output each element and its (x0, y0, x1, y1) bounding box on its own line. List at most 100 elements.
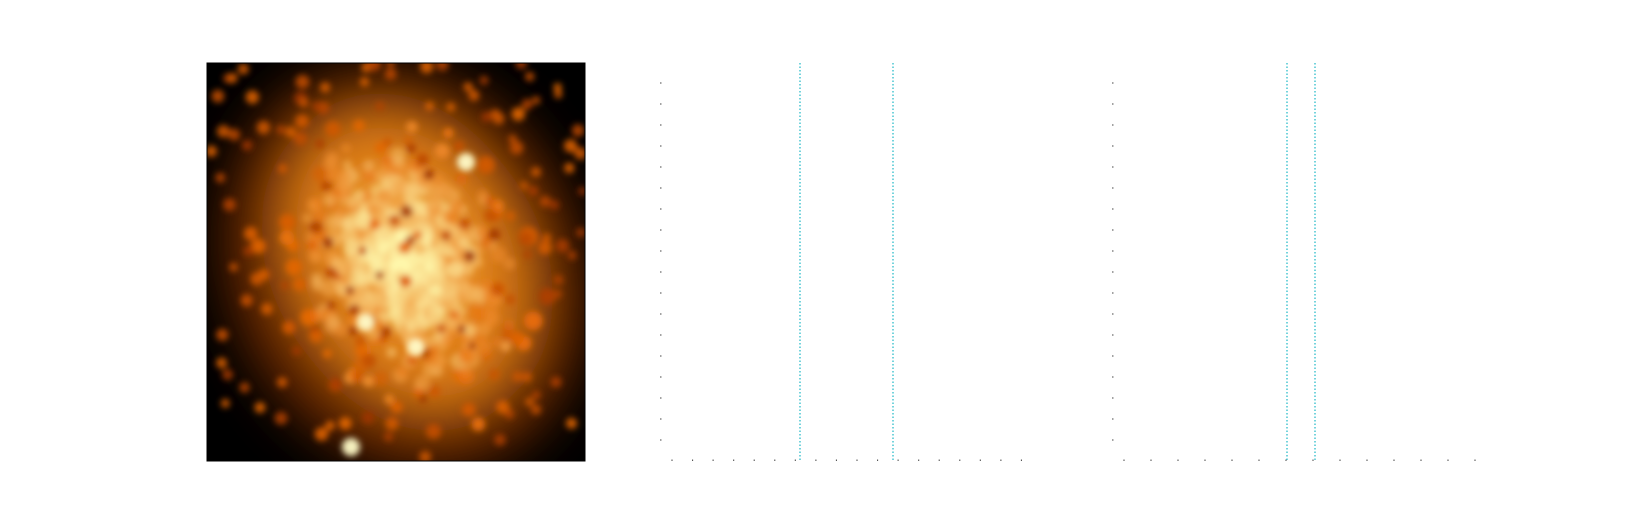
heatmap-speckle (359, 77, 370, 87)
heatmap-speckle (455, 171, 468, 184)
heatmap-speckle (342, 160, 353, 170)
heatmap-speckle (244, 226, 258, 241)
heatmap-speckle (386, 346, 398, 358)
heatmap-speckle (406, 143, 417, 154)
heatmap-speckle (415, 153, 430, 167)
heatmap-speckle (419, 251, 434, 267)
heatmap-speckle (578, 187, 585, 196)
heatmap-speckle (375, 226, 391, 242)
heatmap-speckle (295, 74, 310, 89)
heatmap-speckle (443, 127, 454, 139)
heatmap-speckle (251, 238, 266, 254)
heatmap-speckle (306, 240, 317, 250)
heatmap-speckle (539, 196, 551, 207)
heatmap-speckle (396, 366, 408, 378)
heatmap-speckle (428, 385, 441, 398)
heatmap-speckle (207, 145, 218, 158)
heatmap-speckle (312, 209, 327, 223)
heatmap-speckle (384, 394, 395, 405)
heatmap-speckle (216, 357, 228, 369)
heatmap-speckle (348, 325, 358, 336)
heatmap-speckle (523, 311, 543, 331)
heatmap-speckle (292, 277, 307, 292)
heatmap-speckle (343, 239, 359, 256)
heatmap-speckle (386, 63, 395, 68)
heatmap-speckle (311, 101, 321, 111)
heatmap-speckle (414, 374, 431, 391)
heatmap-speckle (326, 190, 336, 200)
heatmap-speckle (349, 260, 363, 274)
heatmap-speckle (299, 98, 309, 108)
heatmap-speckle (403, 302, 420, 320)
heatmap-image (207, 63, 585, 461)
heatmap-speckle (362, 159, 375, 172)
heatmap-speckle (530, 404, 542, 415)
heatmap-speckle (390, 147, 406, 163)
heatmap-speckle (326, 301, 336, 311)
heatmap-speckle (553, 289, 562, 299)
heatmap-speckle (403, 182, 418, 197)
heatmap-speckle (256, 120, 271, 135)
heatmap-speckle (280, 281, 290, 290)
heatmap-speckle (215, 172, 226, 183)
heatmap-speckle (468, 341, 477, 350)
heatmap-speckle (380, 326, 391, 338)
heatmap-speckle (532, 96, 541, 105)
heatmap-speckle (481, 111, 492, 123)
heatmap-speckle (473, 257, 484, 268)
heatmap-speckle (426, 201, 437, 212)
heatmap-speckle (405, 235, 416, 246)
heatmap-speckle (321, 180, 333, 192)
heatmap-speckle (418, 394, 427, 403)
heatmap-speckle (431, 355, 445, 369)
heatmap-bright-knot (342, 438, 360, 456)
heatmap-speckle (441, 333, 455, 347)
heatmap-speckle (243, 245, 254, 257)
heatmap-speckle (398, 253, 409, 264)
heatmap-speckle (471, 417, 486, 432)
heatmap-speckle (530, 166, 542, 178)
heatmap-speckle (222, 369, 234, 381)
heatmap-speckle (400, 205, 413, 218)
heatmap-speckle (437, 324, 447, 334)
heatmap-speckle (477, 322, 491, 336)
heatmap-speckle (229, 262, 239, 272)
heatmap-speckle (388, 214, 401, 226)
heatmap-speckle (216, 328, 229, 341)
heatmap-speckle (461, 402, 476, 417)
heatmap-speckle (227, 72, 238, 84)
heatmap-speckle (564, 162, 575, 174)
heatmap-speckle (567, 251, 577, 260)
heatmap-speckle (465, 323, 478, 336)
heatmap-speckle (216, 124, 230, 138)
heatmap-speckle (261, 303, 273, 315)
heatmap-speckle (477, 195, 489, 206)
heatmap-speckle (392, 180, 403, 191)
heatmap-speckle (505, 294, 516, 305)
heatmap-speckle (553, 83, 562, 92)
heatmap-speckle (339, 190, 349, 200)
heatmap-speckle (525, 397, 534, 407)
heatmap-speckle (355, 335, 366, 347)
heatmap-bright-knot (407, 338, 425, 356)
heatmap-speckle (446, 102, 456, 112)
heatmap-speckle (528, 186, 539, 196)
heatmap-speckle (240, 294, 253, 307)
heatmap-speckle (468, 303, 485, 320)
heatmap-speckle (300, 308, 318, 326)
heatmap-speckle (495, 400, 510, 414)
heatmap-speckle (494, 434, 506, 446)
heatmap-speckle (325, 266, 337, 279)
heatmap-speckle (367, 253, 383, 269)
heatmap-speckle (348, 304, 360, 316)
heatmap-speckle (428, 306, 446, 324)
heatmap-speckle (457, 325, 466, 334)
heatmap-speckle (434, 143, 450, 159)
heatmap-speckle (487, 228, 501, 241)
heatmap-speckle (294, 132, 308, 146)
heatmap-speckle (285, 259, 303, 276)
heatmap-speckle (282, 320, 296, 335)
heatmap-speckle (447, 261, 464, 278)
heatmap-panel (206, 62, 586, 462)
